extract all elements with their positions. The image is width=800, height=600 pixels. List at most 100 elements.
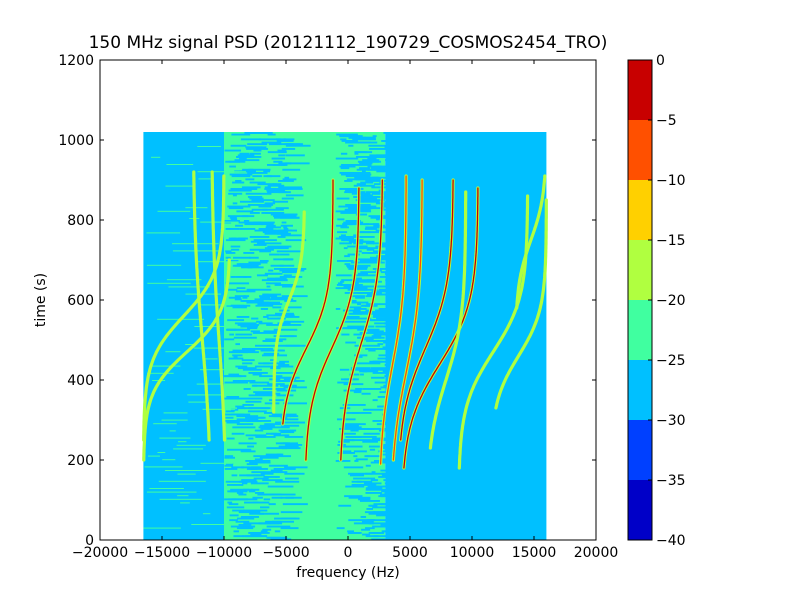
speckle-cell [375, 309, 393, 312]
speckle-cell [257, 303, 283, 306]
speckle-streak [173, 448, 204, 450]
speckle-cell [273, 468, 296, 470]
speckle-streak [185, 207, 208, 209]
speckle-cell [386, 508, 412, 510]
speckle-cell [350, 279, 377, 282]
speckle-streak [146, 232, 181, 234]
speckle-cell [241, 186, 261, 189]
speckle-cell [365, 226, 386, 229]
speckle-cell [283, 226, 288, 229]
speckle-cell [342, 423, 366, 426]
speckle-cell [280, 511, 303, 514]
speckle-cell [277, 149, 287, 152]
speckle-cell [247, 410, 267, 413]
speckle-cell [383, 216, 393, 219]
speckle-cell [273, 493, 296, 496]
speckle-cell [348, 207, 373, 210]
speckle-cell [369, 504, 377, 507]
speckle-cell [394, 477, 408, 480]
speckle-cell [249, 461, 271, 464]
speckle-cell [233, 535, 244, 538]
speckle-cell [364, 311, 389, 314]
speckle-cell [357, 303, 361, 306]
speckle-cell [386, 215, 399, 218]
speckle-cell [351, 412, 372, 414]
speckle-cell [335, 237, 355, 240]
colorbar-segment [628, 480, 652, 540]
speckle-cell [231, 474, 238, 477]
speckle-cell [353, 188, 360, 190]
speckle-cell [372, 316, 395, 318]
speckle-cell [242, 488, 250, 491]
colorbar: −40 −35 −30 −25 −20 −15 −10 −5 0 [627, 53, 686, 549]
speckle-cell [351, 480, 373, 483]
speckle-cell [243, 516, 248, 518]
speckle-cell [353, 196, 377, 198]
speckle-cell [232, 202, 238, 205]
speckle-cell [348, 519, 375, 522]
speckle-cell [364, 228, 378, 230]
speckle-cell [232, 194, 237, 197]
speckle-cell [285, 316, 300, 318]
speckle-cell [385, 477, 394, 480]
speckle-cell [349, 240, 370, 243]
speckle-cell [360, 236, 375, 238]
speckle-cell [341, 164, 353, 166]
speckle-cell [350, 287, 368, 290]
speckle-cell [224, 498, 247, 501]
speckle-cell [377, 357, 392, 360]
speckle-cell [263, 175, 281, 178]
speckle-cell [263, 170, 271, 173]
speckle-cell [249, 407, 269, 410]
speckle-cell [232, 181, 245, 184]
speckle-cell [369, 448, 376, 451]
speckle-cell [372, 399, 378, 402]
speckle-cell [249, 236, 270, 238]
speckle-cell [277, 317, 282, 320]
speckle-cell [368, 445, 386, 448]
speckle-cell [348, 472, 373, 475]
speckle-cell [276, 389, 297, 392]
speckle-cell [378, 288, 398, 291]
speckle-cell [260, 428, 273, 430]
speckle-cell [283, 402, 308, 405]
speckle-cell [340, 445, 363, 448]
speckle-cell [272, 200, 289, 203]
speckle-streak [166, 279, 202, 281]
speckle-cell [356, 156, 375, 158]
speckle-cell [384, 348, 404, 350]
speckle-cell [378, 476, 387, 478]
speckle-cell [247, 327, 258, 330]
speckle-cell [245, 192, 272, 195]
speckle-cell [380, 271, 397, 274]
speckle-cell [263, 316, 269, 318]
speckle-cell [280, 234, 302, 237]
speckle-cell [387, 492, 405, 494]
speckle-cell [398, 415, 420, 418]
speckle-cell [346, 178, 369, 181]
speckle-cell [372, 511, 387, 514]
speckle-cell [256, 320, 263, 323]
speckle-cell [232, 306, 247, 309]
speckle-cell [380, 458, 401, 461]
speckle-cell [230, 276, 236, 278]
speckle-cell [268, 415, 291, 418]
speckle-cell [378, 255, 391, 258]
speckle-cell [242, 215, 255, 218]
speckle-cell [270, 432, 277, 435]
speckle-cell [248, 168, 271, 171]
speckle-cell [254, 365, 275, 368]
speckle-cell [278, 324, 302, 326]
speckle-cell [381, 197, 407, 200]
speckle-cell [266, 525, 291, 528]
speckle-cell [283, 138, 295, 141]
speckle-cell [235, 405, 245, 408]
speckle-cell [347, 530, 354, 533]
speckle-cell [345, 175, 371, 178]
speckle-cell [281, 365, 290, 368]
speckle-cell [343, 383, 364, 386]
speckle-cell [278, 429, 297, 432]
speckle-cell [353, 450, 367, 453]
speckle-cell [344, 292, 363, 294]
speckle-cell [384, 512, 396, 515]
